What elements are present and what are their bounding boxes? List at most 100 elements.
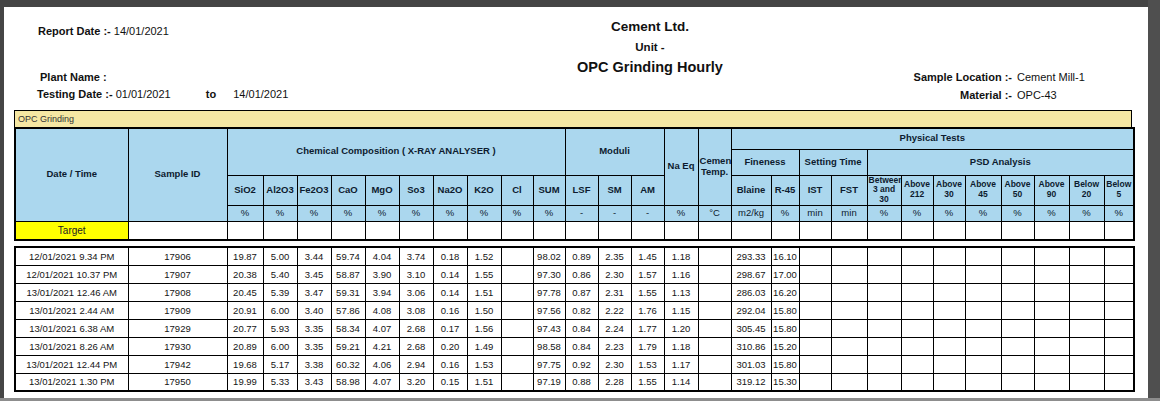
value-cell: 1.53 <box>631 355 664 373</box>
unit-cell: - <box>565 205 598 221</box>
value-cell <box>867 283 901 301</box>
value-cell: 15.20 <box>771 337 799 355</box>
group-header-fineness: Fineness <box>731 149 799 175</box>
value-cell: 298.67 <box>731 265 771 283</box>
date-time-cell: 13/01/2021 12.44 PM <box>15 355 128 373</box>
value-cell <box>1034 373 1069 391</box>
target-empty-cell <box>128 221 227 240</box>
col-header-am: AM <box>631 175 664 205</box>
value-cell <box>901 337 933 355</box>
col-header-above-45: Above 45 <box>965 175 1001 205</box>
col-header-above-212: Above 212 <box>901 175 933 205</box>
value-cell: 0.86 <box>565 265 598 283</box>
col-header-so3: So3 <box>399 175 433 205</box>
value-cell: 0.17 <box>433 319 467 337</box>
value-cell: 20.77 <box>227 319 263 337</box>
plant-name-label: Plant Name : <box>40 71 107 83</box>
value-cell <box>799 319 831 337</box>
date-time-cell: 13/01/2021 8.26 AM <box>15 337 128 355</box>
value-cell <box>698 265 731 283</box>
value-cell: 4.06 <box>365 355 399 373</box>
value-cell: 97.43 <box>533 319 565 337</box>
testing-date-line: Testing Date :- 01/01/2021 to 14/01/2021 <box>37 88 288 100</box>
date-time-cell: 12/01/2021 9.34 PM <box>15 247 128 265</box>
value-cell: 98.58 <box>533 337 565 355</box>
value-cell: 1.77 <box>631 319 664 337</box>
unit-line: Unit - <box>450 41 850 53</box>
value-cell: 4.21 <box>365 337 399 355</box>
value-cell: 1.76 <box>631 301 664 319</box>
col-header-na-eq: Na Eq <box>664 128 698 205</box>
target-empty-cell <box>331 221 365 240</box>
window-frame-right <box>1148 0 1160 401</box>
report-date-line: Report Date :- 14/01/2021 <box>38 25 169 37</box>
testing-date-label: Testing Date :- <box>37 88 113 100</box>
value-cell: 1.52 <box>467 247 501 265</box>
report-date-label: Report Date :- <box>38 25 111 37</box>
report-data-table: 12/01/2021 9.34 PM1790619.875.003.4459.7… <box>14 246 1135 392</box>
unit-cell: % <box>533 205 565 221</box>
group-header-chemical: Chemical Composition ( X-RAY ANALYSER ) <box>227 128 565 175</box>
value-cell: 3.90 <box>365 265 399 283</box>
value-cell: 292.04 <box>731 301 771 319</box>
unit-cell: % <box>365 205 399 221</box>
value-cell: 5.17 <box>263 355 297 373</box>
value-cell <box>831 319 867 337</box>
value-cell: 1.45 <box>631 247 664 265</box>
value-cell <box>799 301 831 319</box>
value-cell <box>501 265 533 283</box>
sample-id-cell: 17907 <box>128 265 227 283</box>
value-cell <box>1034 247 1069 265</box>
value-cell <box>501 355 533 373</box>
col-header-mgo: MgO <box>365 175 399 205</box>
value-cell: 58.87 <box>331 265 365 283</box>
group-header-moduli: Moduli <box>565 128 664 175</box>
report-page: Report Date :- 14/01/2021 Plant Name : T… <box>0 0 1160 401</box>
col-header-cl: Cl <box>501 175 533 205</box>
target-empty-cell <box>1034 221 1069 240</box>
value-cell <box>933 337 965 355</box>
value-cell <box>1104 373 1134 391</box>
unit-cell: % <box>501 205 533 221</box>
target-empty-cell <box>501 221 533 240</box>
value-cell <box>1104 319 1134 337</box>
value-cell <box>933 301 965 319</box>
value-cell: 19.87 <box>227 247 263 265</box>
value-cell: 0.15 <box>433 373 467 391</box>
value-cell: 5.40 <box>263 265 297 283</box>
sample-location-line: Sample Location :- Cement Mill-1 <box>882 71 1132 83</box>
value-cell: 0.20 <box>433 337 467 355</box>
col-header-above-90: Above 90 <box>1034 175 1069 205</box>
value-cell <box>1001 247 1034 265</box>
unit-cell: % <box>965 205 1001 221</box>
material-label: Material :- <box>882 89 1012 101</box>
value-cell: 5.00 <box>263 247 297 265</box>
to-label: to <box>206 88 216 100</box>
col-header-lsf: LSF <box>565 175 598 205</box>
value-cell <box>1069 301 1104 319</box>
value-cell: 301.03 <box>731 355 771 373</box>
value-cell: 59.31 <box>331 283 365 301</box>
value-cell: 2.68 <box>399 337 433 355</box>
table-row: 13/01/2021 2.44 AM1790920.916.003.4057.8… <box>15 301 1134 319</box>
value-cell <box>1001 283 1034 301</box>
target-empty-cell <box>965 221 1001 240</box>
value-cell <box>933 373 965 391</box>
value-cell: 1.56 <box>467 319 501 337</box>
unit-cell: min <box>799 205 831 221</box>
header-row-groups: Date / Time Sample ID Chemical Compositi… <box>15 128 1134 149</box>
date-time-cell: 13/01/2021 1.30 PM <box>15 373 128 391</box>
value-cell: 5.39 <box>263 283 297 301</box>
value-cell: 4.08 <box>365 301 399 319</box>
value-cell: 1.55 <box>631 373 664 391</box>
value-cell <box>698 319 731 337</box>
value-cell: 1.50 <box>467 301 501 319</box>
value-cell <box>965 337 1001 355</box>
col-header-blaine: Blaine <box>731 175 771 205</box>
value-cell <box>698 283 731 301</box>
value-cell: 97.75 <box>533 355 565 373</box>
value-cell: 1.14 <box>664 373 698 391</box>
value-cell <box>867 355 901 373</box>
value-cell <box>799 265 831 283</box>
page-title: OPC Grinding Hourly <box>450 59 850 75</box>
